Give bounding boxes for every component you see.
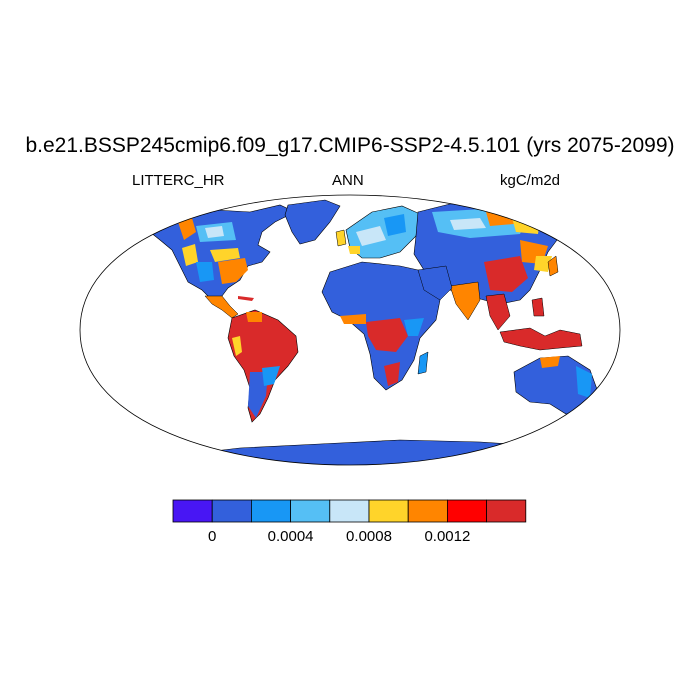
colorbar-box — [446, 499, 487, 523]
colorbar-box — [486, 499, 527, 523]
colorbar-box — [290, 499, 331, 523]
na-boreal-pale — [205, 226, 224, 238]
variable-label: LITTERC_HR — [132, 172, 225, 189]
season-label: ANN — [332, 172, 364, 189]
map-boundary — [79, 194, 621, 466]
siberia-pale — [450, 218, 486, 230]
colorbar-box — [329, 499, 370, 523]
sa-north-orange — [246, 312, 262, 322]
east-asia-red — [484, 256, 528, 292]
plot-title: b.e21.BSSP245cmip6.f09_g17.CMIP6-SSP2-4.… — [25, 134, 675, 157]
madagascar — [417, 351, 429, 375]
africa-congo — [366, 318, 408, 352]
colorbar-box — [172, 499, 213, 523]
africa-west — [340, 314, 366, 324]
central-america — [204, 295, 239, 319]
middle-east — [417, 265, 453, 301]
east-asia-yellow — [534, 256, 552, 272]
na-west-warm — [178, 218, 196, 240]
land-masses — [149, 199, 613, 465]
greenland — [284, 199, 341, 245]
na-east-yellow — [210, 248, 240, 262]
colorbar-tick-label: 0.0012 — [424, 528, 471, 545]
south-america — [227, 309, 299, 423]
na-east-warm — [218, 258, 248, 284]
africa-east — [404, 318, 424, 336]
colorbar-tick-label: 0 — [208, 528, 217, 545]
europe-pale — [356, 226, 386, 246]
units-label: kgC/m2d — [500, 172, 561, 189]
colorbar-box — [407, 499, 448, 523]
british-isles — [335, 229, 347, 247]
europe-dark — [384, 214, 406, 236]
colorbar-tick-label: 0.0004 — [267, 528, 314, 545]
australia-north — [540, 356, 560, 368]
africa-south-red — [384, 362, 400, 386]
philippines — [531, 297, 545, 317]
sa-south-blue — [248, 372, 268, 418]
japan — [547, 255, 559, 277]
sa-south-light — [262, 366, 280, 386]
na-mid-light — [196, 262, 214, 282]
india — [449, 281, 481, 321]
indonesia — [499, 327, 583, 351]
southeast-asia — [485, 293, 511, 331]
caribbean — [238, 296, 254, 301]
colorbar-tick-label: 0.0008 — [346, 528, 392, 545]
colorbar-box — [368, 499, 409, 523]
australia-east — [576, 366, 592, 398]
sa-west-yellow — [232, 336, 242, 356]
colorbar-box — [250, 499, 291, 523]
colorbar-box — [211, 499, 252, 523]
na-west-yellow — [182, 244, 198, 266]
europe-yellow — [348, 246, 360, 254]
